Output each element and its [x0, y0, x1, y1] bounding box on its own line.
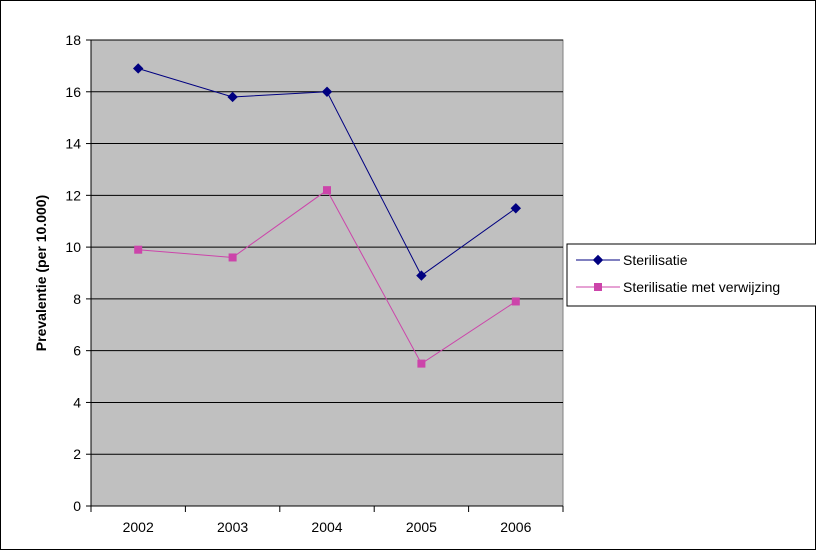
data-point	[511, 297, 520, 306]
y-tick-label: 16	[65, 84, 81, 100]
y-tick-label: 18	[65, 32, 81, 48]
y-tick-label: 12	[65, 187, 81, 203]
series-1	[132, 63, 522, 281]
x-tick-label: 2003	[217, 519, 248, 535]
y-tick-label: 0	[73, 498, 81, 514]
data-point	[416, 270, 427, 281]
legend-box	[566, 243, 816, 307]
x-tick-label: 2002	[123, 519, 154, 535]
plot-area	[90, 39, 564, 507]
data-point	[132, 63, 144, 74]
series-2	[134, 186, 520, 368]
data-point	[510, 203, 522, 214]
data-point	[134, 245, 143, 254]
data-point	[321, 86, 333, 97]
x-tick-label: 2005	[406, 519, 437, 535]
y-tick-label: 6	[73, 343, 81, 359]
legend-marker	[592, 254, 604, 266]
y-tick-label: 2	[73, 446, 81, 462]
y-tick-label: 8	[73, 291, 81, 307]
y-tick-label: 10	[65, 239, 81, 255]
y-tick-label: 14	[65, 136, 81, 152]
x-tick-label: 2004	[311, 519, 342, 535]
y-tick-label: 4	[73, 394, 81, 410]
data-point	[417, 359, 426, 368]
legend-label: Sterilisatie met verwijzing	[623, 279, 780, 295]
legend-entry: Sterilisatie	[576, 252, 688, 268]
data-point	[228, 253, 237, 262]
legend-marker	[594, 283, 602, 291]
data-point	[323, 186, 331, 195]
data-point	[227, 91, 238, 103]
axes: 0 2 4 6 8 10 12 14 16 18 2002 2003 2004 2005 2006	[65, 32, 564, 535]
y-axis-title: Prevalentie (per 10.000)	[33, 195, 49, 351]
series-layer	[132, 63, 522, 368]
legend-entry: Sterilisatie met verwijzing	[576, 279, 780, 295]
gridlines	[91, 39, 563, 455]
x-tick-label: 2006	[500, 519, 531, 535]
legend-label: Sterilisatie	[623, 252, 688, 268]
legend: Sterilisatie Sterilisatie met verwijzing	[566, 243, 816, 307]
